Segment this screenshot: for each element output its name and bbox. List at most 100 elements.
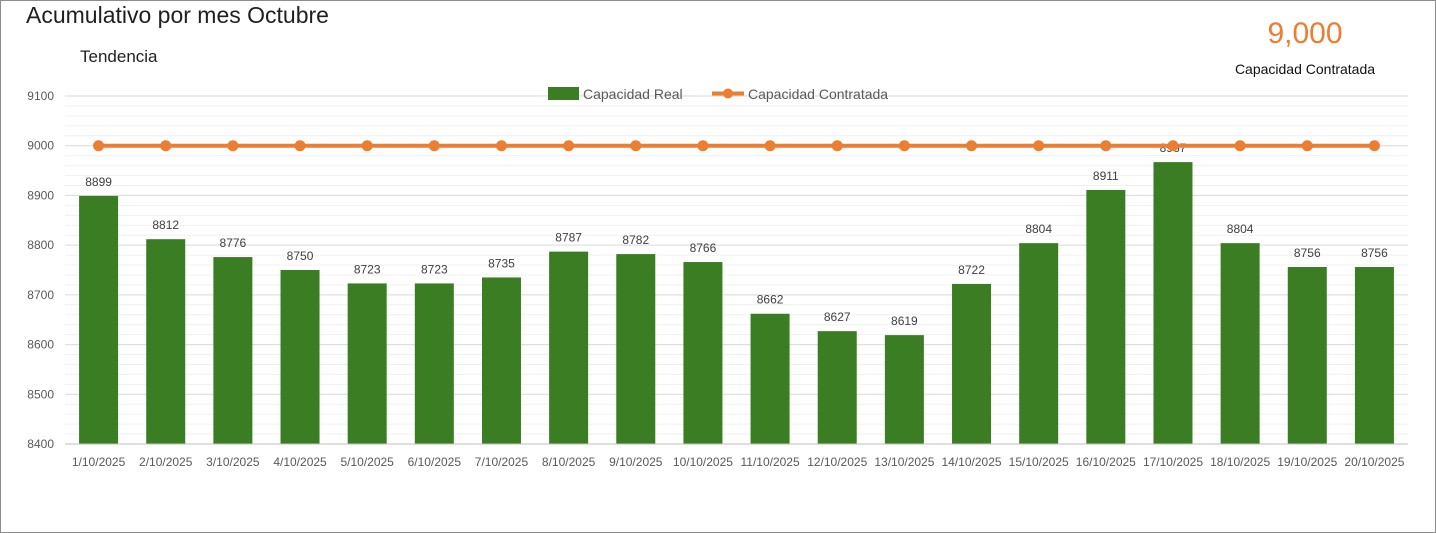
line-marker [1301, 140, 1313, 152]
bar [1287, 267, 1327, 444]
kpi-value: 9,000 [1267, 17, 1343, 50]
bar [1019, 243, 1059, 444]
bar-data-label: 8911 [1093, 169, 1119, 183]
line-marker [160, 140, 172, 152]
bar-data-label: 8723 [354, 262, 381, 276]
bar-data-label: 8812 [152, 218, 179, 232]
gridlines [65, 95, 1408, 445]
line-marker [1033, 140, 1045, 152]
line-marker [1368, 140, 1380, 152]
bar [79, 195, 119, 444]
bar-data-label: 8662 [757, 293, 784, 307]
line-marker [898, 140, 910, 152]
bar-data-label: 8735 [488, 256, 515, 270]
line-marker [831, 140, 843, 152]
line-marker [764, 140, 776, 152]
x-tick-label: 1/10/2025 [72, 455, 126, 469]
y-tick-label: 8800 [27, 238, 54, 252]
legend-label: Capacidad Real [583, 86, 683, 102]
bar-data-label: 8804 [1025, 222, 1052, 236]
x-tick-label: 5/10/2025 [340, 455, 394, 469]
x-tick-label: 4/10/2025 [273, 455, 327, 469]
bar [952, 283, 992, 444]
y-tick-label: 8400 [27, 437, 54, 451]
x-tick-label: 16/10/2025 [1076, 455, 1136, 469]
y-tick-label: 8700 [27, 288, 54, 302]
x-tick-label: 9/10/2025 [609, 455, 663, 469]
bar [1220, 243, 1260, 444]
x-tick-label: 13/10/2025 [874, 455, 934, 469]
bar-data-label: 8756 [1294, 246, 1321, 260]
x-tick-label: 20/10/2025 [1344, 455, 1404, 469]
line-marker [563, 140, 575, 152]
line-marker [93, 140, 105, 152]
line-marker [697, 140, 709, 152]
bar [750, 313, 790, 444]
bar [1153, 162, 1193, 444]
x-tick-label: 2/10/2025 [139, 455, 193, 469]
bar-data-label: 8627 [824, 310, 851, 324]
x-tick-label: 15/10/2025 [1009, 455, 1069, 469]
bar [817, 331, 857, 444]
bar [481, 277, 521, 444]
bar-data-label: 8723 [421, 262, 448, 276]
line-marker [227, 140, 239, 152]
bar-data-label: 8776 [220, 236, 247, 250]
bar [213, 257, 253, 444]
bar-data-label: 8722 [958, 263, 985, 277]
line-marker [294, 140, 306, 152]
bar [683, 262, 723, 444]
x-tick-label: 18/10/2025 [1210, 455, 1270, 469]
legend-label: Capacidad Contratada [748, 86, 888, 102]
bar-data-label: 8750 [287, 249, 314, 263]
kpi-label: Capacidad Contratada [1234, 61, 1376, 77]
bar-data-label: 8899 [85, 175, 112, 189]
y-tick-label: 8900 [27, 188, 54, 202]
line-marker [630, 140, 642, 152]
x-tick-label: 6/10/2025 [408, 455, 462, 469]
bar [280, 270, 320, 444]
bar [414, 283, 454, 444]
line-marker [966, 140, 978, 152]
bar-series [79, 162, 1394, 444]
legend-swatch-bar [548, 87, 579, 100]
x-axis: 1/10/2025 2/10/2025 3/10/2025 4/10/2025 5/10… [65, 443, 1408, 469]
x-tick-label: 11/10/2025 [740, 455, 799, 469]
y-tick-label: 8600 [27, 338, 54, 352]
bar-data-label: 8766 [690, 241, 717, 255]
line-marker [1167, 140, 1179, 152]
line-marker [495, 140, 507, 152]
bar-data-label: 8782 [622, 233, 649, 247]
x-tick-label: 8/10/2025 [542, 455, 596, 469]
y-tick-label: 8500 [27, 387, 54, 401]
line-series [93, 140, 1380, 152]
line-marker [428, 140, 440, 152]
bar [347, 283, 387, 444]
chart-title: Acumulativo por mes Octubre [26, 2, 329, 28]
legend-swatch-marker [723, 88, 733, 99]
bar [1354, 267, 1394, 444]
x-tick-label: 17/10/2025 [1143, 455, 1203, 469]
line-marker [1100, 140, 1112, 152]
x-tick-label: 14/10/2025 [941, 455, 1001, 469]
bar-data-label: 8804 [1227, 222, 1254, 236]
bar [1086, 189, 1126, 444]
bar-data-label: 8756 [1361, 246, 1388, 260]
x-tick-label: 19/10/2025 [1277, 455, 1337, 469]
bar-data-label: 8787 [555, 231, 582, 245]
x-tick-label: 10/10/2025 [673, 455, 733, 469]
y-tick-label: 9100 [27, 89, 54, 103]
legend: Capacidad Real Capacidad Contratada [548, 86, 888, 102]
y-tick-label: 9000 [27, 139, 54, 153]
bar [146, 239, 186, 444]
y-axis: 8400 8500 8600 8700 8800 8900 9000 9100 [27, 89, 54, 451]
bar [616, 254, 656, 444]
bar [549, 251, 589, 444]
bar-data-label: 8619 [891, 314, 918, 328]
chart-subtitle: Tendencia [80, 47, 158, 66]
x-tick-label: 7/10/2025 [475, 455, 529, 469]
line-marker [361, 140, 373, 152]
x-tick-label: 12/10/2025 [807, 455, 867, 469]
x-tick-label: 3/10/2025 [206, 455, 260, 469]
